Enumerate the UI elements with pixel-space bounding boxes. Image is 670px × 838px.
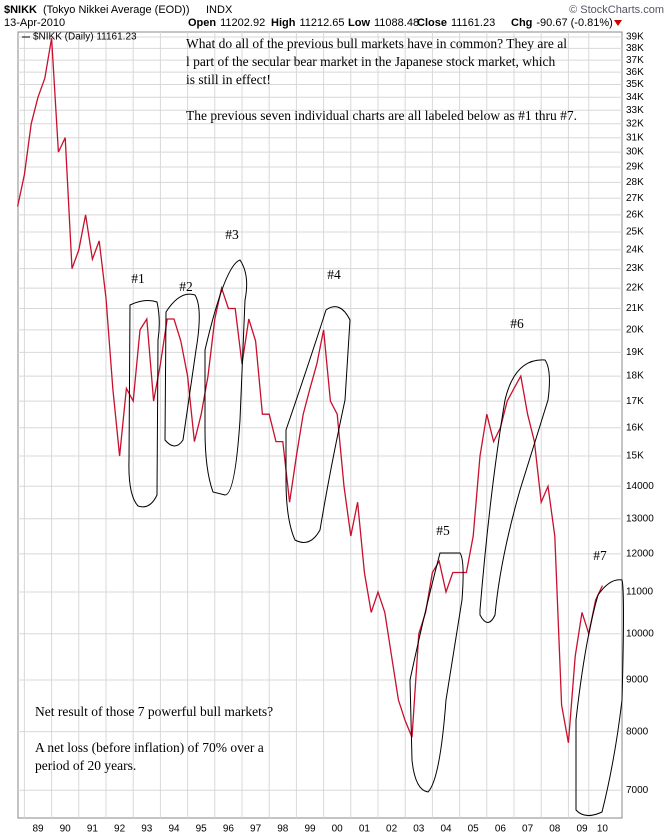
plot-frame	[17, 31, 623, 819]
loop	[479, 359, 550, 623]
annotation: #5	[436, 523, 450, 538]
quote-value: 11212.65	[299, 17, 344, 29]
y-tick-label: 23K	[626, 263, 644, 274]
x-tick-label: 89	[32, 824, 44, 835]
x-tick-label: 02	[386, 824, 398, 835]
x-tick-label: 03	[413, 824, 425, 835]
y-tick-label: 34K	[626, 92, 644, 103]
x-tick-label: 90	[60, 824, 72, 835]
annotation: #6	[510, 316, 524, 331]
loop	[409, 552, 464, 793]
y-tick-label: 16K	[626, 422, 644, 433]
note-text: period of 20 years.	[35, 758, 136, 773]
quote-value: 11161.23	[451, 17, 495, 29]
y-tick-label: 28K	[626, 177, 644, 188]
note-text: A net loss (before inflation) of 70% ove…	[35, 740, 264, 755]
y-tick-label: 17K	[626, 396, 644, 407]
loop	[575, 579, 624, 816]
y-tick-label: 29K	[626, 162, 644, 173]
y-tick-label: 18K	[626, 371, 644, 382]
y-tick-label: 38K	[626, 43, 644, 54]
x-tick-label: 95	[196, 824, 208, 835]
x-tick-label: 08	[549, 824, 561, 835]
note-text: Net result of those 7 powerful bull mark…	[35, 704, 273, 719]
description: (Tokyo Nikkei Average (EOD))	[43, 4, 190, 16]
x-tick-label: 07	[522, 824, 534, 835]
x-tick-label: 00	[332, 824, 344, 835]
y-tick-label: 15K	[626, 451, 644, 462]
annotation: #1	[131, 271, 145, 286]
note-text: l part of the secular bear market in the…	[186, 54, 555, 69]
x-tick-label: 93	[141, 824, 153, 835]
y-tick-label: 35K	[626, 79, 644, 90]
x-tick-label: 96	[223, 824, 235, 835]
price-line	[16, 38, 603, 743]
x-tick-label: 99	[304, 824, 316, 835]
quote-value: -90.67 (-0.81%)	[536, 17, 612, 29]
y-tick-label: 10000	[626, 628, 654, 639]
y-tick-label: 20K	[626, 325, 644, 336]
quote-label: Low	[348, 17, 370, 29]
y-tick-label: 22K	[626, 283, 644, 294]
y-tick-label: 30K	[626, 147, 644, 158]
y-tick-label: 21K	[626, 303, 644, 314]
x-tick-label: 94	[168, 824, 180, 835]
note-text: The previous seven individual charts are…	[186, 108, 577, 123]
y-tick-label: 32K	[626, 118, 644, 129]
quote-label: Chg	[511, 17, 532, 29]
date: 13-Apr-2010	[4, 17, 65, 29]
loop	[128, 300, 160, 508]
note-text: is still in effect!	[186, 72, 271, 87]
quote-value: 11088.48	[374, 17, 419, 29]
x-tick-label: 05	[468, 824, 480, 835]
bull-loops	[128, 259, 624, 816]
x-tick-label: 10	[597, 824, 609, 835]
y-tick-label: 11000	[626, 587, 654, 598]
y-tick-label: 9000	[626, 675, 649, 686]
annotation: #4	[327, 267, 341, 282]
x-tick-label: 98	[277, 824, 289, 835]
loop	[204, 259, 248, 496]
annotation: #2	[179, 279, 193, 294]
symbol: $NIKK	[4, 4, 37, 16]
copyright: © StockCharts.com	[569, 4, 664, 16]
exchange: INDX	[206, 4, 233, 16]
y-tick-label: 19K	[626, 347, 644, 358]
y-tick-label: 13000	[626, 513, 654, 524]
down-arrow	[614, 20, 622, 26]
annotation: #3	[225, 227, 239, 242]
x-tick-label: 97	[250, 824, 262, 835]
y-tick-label: 31K	[626, 132, 644, 143]
plot-area	[16, 31, 623, 819]
y-tick-label: 14000	[626, 481, 654, 492]
legend-label: $NIKK (Daily) 11161.23	[33, 32, 137, 43]
x-tick-label: 92	[114, 824, 126, 835]
y-tick-label: 24K	[626, 245, 644, 256]
quote-label: Close	[417, 17, 447, 29]
annotation: #7	[593, 548, 607, 563]
y-tick-label: 27K	[626, 193, 644, 204]
x-tick-label: 91	[87, 824, 99, 835]
x-tick-label: 04	[440, 824, 452, 835]
y-tick-label: 7000	[626, 785, 649, 796]
y-tick-label: 36K	[626, 67, 644, 78]
y-tick-label: 37K	[626, 55, 644, 66]
y-tick-label: 12000	[626, 548, 654, 559]
loop	[285, 306, 351, 543]
quote-label: High	[271, 17, 296, 29]
y-tick-label: 39K	[626, 32, 644, 43]
x-tick-label: 06	[495, 824, 507, 835]
quote-label: Open	[188, 17, 216, 29]
loop	[164, 293, 200, 447]
y-tick-label: 25K	[626, 227, 644, 238]
x-tick-label: 09	[576, 824, 588, 835]
quote-value: 11202.92	[220, 17, 265, 29]
note-text: What do all of the previous bull markets…	[186, 36, 567, 51]
y-tick-label: 33K	[626, 105, 644, 116]
x-tick-label: 01	[359, 824, 371, 835]
y-tick-label: 8000	[626, 726, 649, 737]
y-tick-label: 26K	[626, 209, 644, 220]
